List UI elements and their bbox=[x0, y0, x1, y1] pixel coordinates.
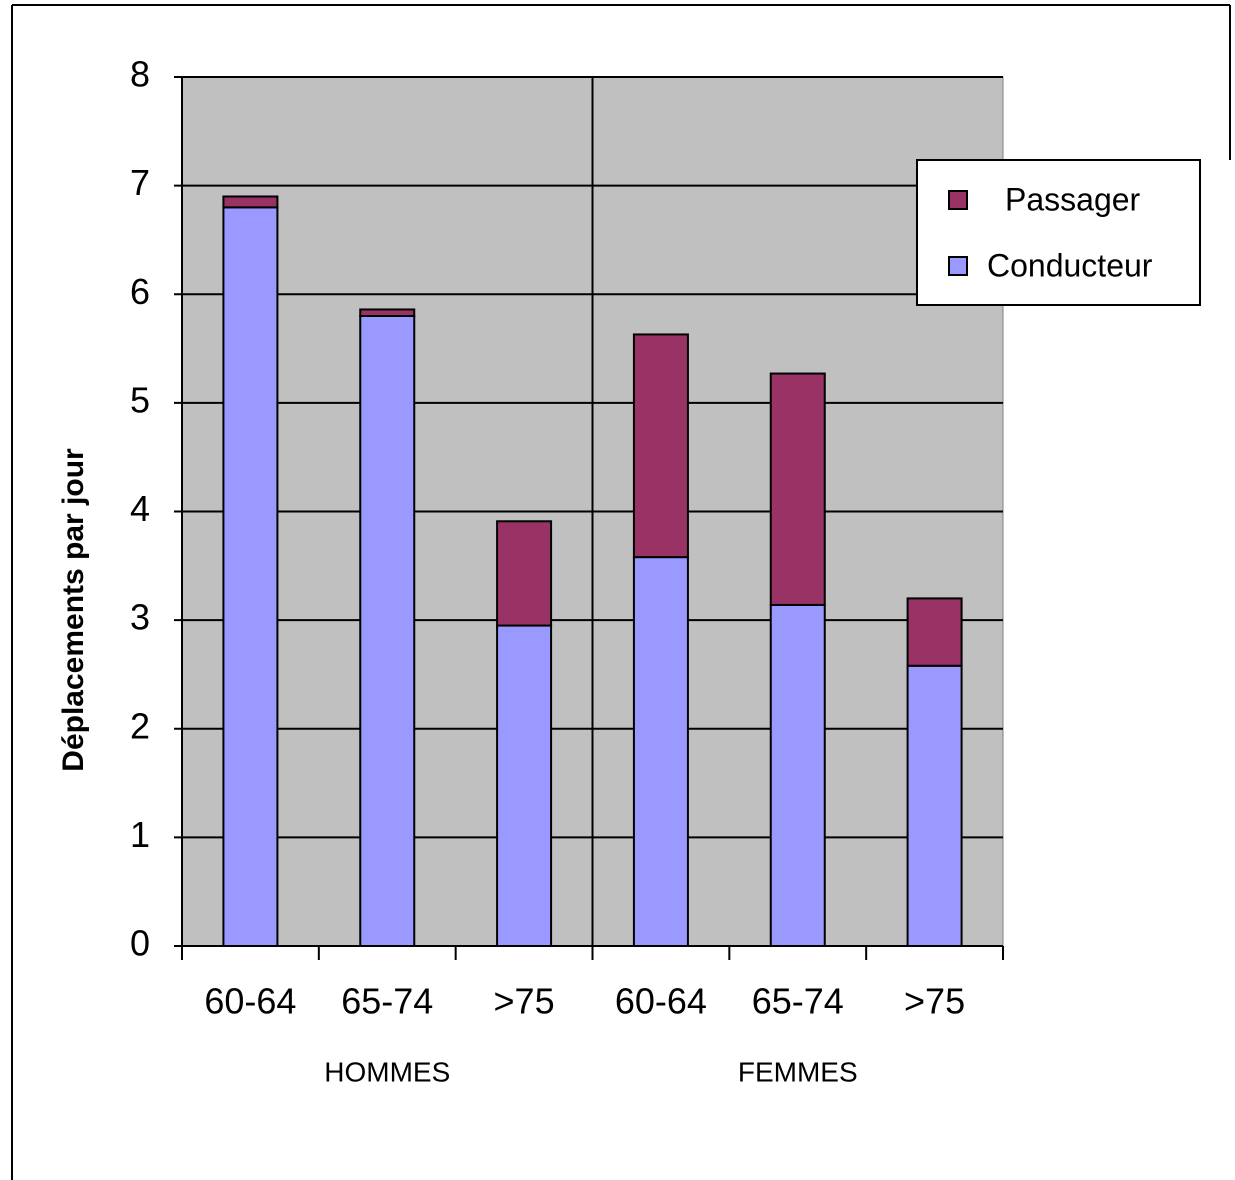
x-tick-label: 65-74 bbox=[752, 981, 844, 1022]
bar-segment bbox=[632, 556, 689, 947]
bar-segment bbox=[632, 333, 689, 559]
legend-label: Passager bbox=[1005, 181, 1141, 217]
y-tick-label: 0 bbox=[130, 923, 150, 964]
group-label: HOMMES bbox=[324, 1056, 450, 1087]
y-tick-label: 8 bbox=[130, 54, 150, 95]
group-label: FEMMES bbox=[738, 1056, 858, 1087]
x-tick-label: 60-64 bbox=[615, 981, 707, 1022]
legend-label: Conducteur bbox=[987, 247, 1153, 283]
bar-segment bbox=[359, 308, 416, 317]
bar-segment bbox=[906, 597, 963, 667]
bar-segment bbox=[222, 195, 279, 209]
bar-segment bbox=[222, 206, 279, 948]
y-tick-label: 5 bbox=[130, 379, 150, 420]
bar-segment bbox=[769, 603, 826, 947]
bar-segment bbox=[769, 372, 826, 606]
bar-segment bbox=[906, 664, 963, 947]
y-axis-label: Déplacements par jour bbox=[57, 448, 90, 772]
y-tick-label: 2 bbox=[130, 705, 150, 746]
legend-swatch bbox=[948, 256, 968, 276]
bar-segment bbox=[496, 520, 553, 627]
x-tick-label: >75 bbox=[904, 981, 965, 1022]
bar-segment bbox=[359, 314, 416, 948]
bar-segment bbox=[496, 624, 553, 948]
y-tick-label: 3 bbox=[130, 597, 150, 638]
y-tick-label: 4 bbox=[130, 488, 150, 529]
x-tick-label: 60-64 bbox=[204, 981, 296, 1022]
legend-box bbox=[916, 159, 1201, 306]
x-tick-label: >75 bbox=[494, 981, 555, 1022]
legend-swatch bbox=[948, 190, 968, 210]
x-tick-label: 65-74 bbox=[341, 981, 433, 1022]
y-tick-label: 7 bbox=[130, 162, 150, 203]
y-tick-label: 1 bbox=[130, 814, 150, 855]
y-tick-label: 6 bbox=[130, 271, 150, 312]
